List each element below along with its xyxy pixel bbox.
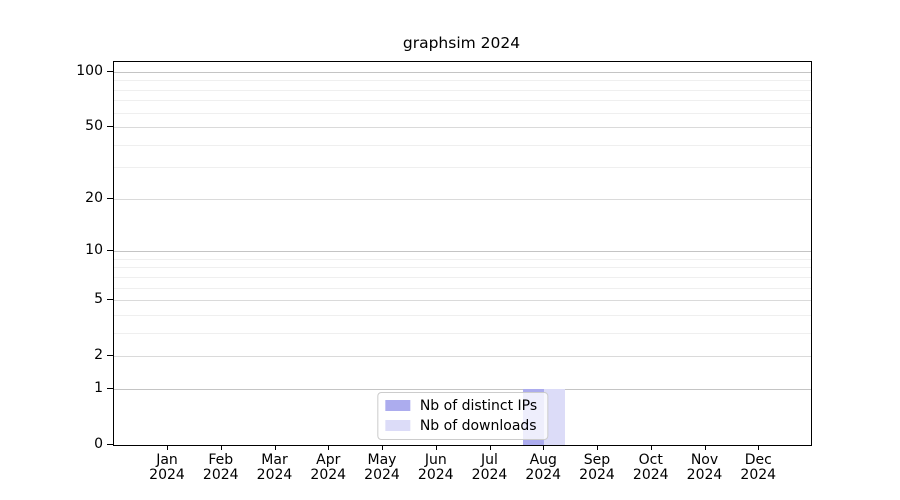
gridline-minor xyxy=(114,332,811,334)
x-tick-label: Jan 2024 xyxy=(149,452,185,483)
x-tick-mark xyxy=(382,445,383,450)
legend-swatch-distinct-ips xyxy=(384,400,410,411)
y-tick-mark xyxy=(107,355,113,357)
y-tick-mark xyxy=(107,387,113,389)
legend-row-distinct-ips: Nb of distinct IPs xyxy=(384,397,538,414)
gridline-major xyxy=(114,198,811,200)
gridline-minor xyxy=(114,314,811,316)
gridline-minor xyxy=(114,89,811,91)
x-tick-mark xyxy=(274,445,276,450)
x-tick-mark xyxy=(167,445,168,450)
x-tick-mark xyxy=(597,445,598,450)
y-tick-label: 50 xyxy=(85,118,103,135)
x-tick-label: Sep 2024 xyxy=(579,452,615,483)
gridline-minor xyxy=(114,80,811,82)
y-tick-label: 0 xyxy=(94,436,103,452)
x-tick-mark xyxy=(435,445,437,450)
bar-downloads xyxy=(544,388,566,445)
gridline-minor xyxy=(114,144,811,146)
gridline-minor xyxy=(114,167,811,169)
legend-label-downloads: Nb of downloads xyxy=(419,417,537,434)
x-tick-label: Oct 2024 xyxy=(632,452,669,483)
y-tick-label: 20 xyxy=(85,189,103,206)
x-tick-label: Jul 2024 xyxy=(471,452,508,483)
x-tick-mark xyxy=(758,445,760,450)
gridline-minor xyxy=(114,258,811,260)
gridline-major xyxy=(114,300,811,302)
y-tick-mark xyxy=(107,250,113,252)
y-tick-mark xyxy=(107,197,113,199)
x-tick-label: Feb 2024 xyxy=(202,452,239,483)
y-tick-label: 100 xyxy=(76,63,103,79)
gridline-minor xyxy=(114,100,811,102)
chart-title: graphsim 2024 xyxy=(402,34,521,52)
gridline-major xyxy=(114,388,811,390)
x-tick-mark xyxy=(704,445,706,450)
legend-row-downloads: Nb of downloads xyxy=(384,417,537,434)
y-tick-mark xyxy=(107,126,113,128)
gridline-major xyxy=(114,127,811,129)
x-tick-label: Mar 2024 xyxy=(256,452,293,483)
gridline-minor xyxy=(114,287,811,289)
x-tick-label: Apr 2024 xyxy=(310,452,347,483)
gridline-major xyxy=(114,251,811,253)
y-tick-label: 10 xyxy=(85,242,103,259)
x-tick-label: Nov 2024 xyxy=(686,452,723,483)
x-tick-mark xyxy=(489,445,491,450)
gridline-minor xyxy=(114,112,811,114)
gridline-major xyxy=(114,356,811,358)
gridline-major xyxy=(114,72,811,73)
x-tick-mark xyxy=(650,445,652,450)
y-tick-label: 1 xyxy=(94,379,103,396)
y-tick-label: 5 xyxy=(94,291,103,308)
gridline-minor xyxy=(114,276,811,278)
y-tick-mark xyxy=(107,71,113,72)
y-tick-mark xyxy=(107,444,113,445)
x-tick-label: Dec 2024 xyxy=(740,452,777,483)
plot-area: Nb of distinct IPs Nb of downloads xyxy=(113,61,812,446)
x-tick-mark xyxy=(543,445,545,450)
legend: Nb of distinct IPs Nb of downloads xyxy=(376,392,549,440)
x-tick-label: May 2024 xyxy=(364,452,400,483)
gridline-minor xyxy=(114,267,811,269)
x-tick-mark xyxy=(328,445,330,450)
legend-swatch-downloads xyxy=(384,420,410,431)
x-tick-label: Aug 2024 xyxy=(525,452,562,483)
legend-label-distinct-ips: Nb of distinct IPs xyxy=(419,397,538,414)
x-tick-mark xyxy=(220,445,222,450)
y-tick-label: 2 xyxy=(94,347,103,364)
y-tick-mark xyxy=(107,299,113,301)
x-tick-label: Jun 2024 xyxy=(417,452,454,483)
